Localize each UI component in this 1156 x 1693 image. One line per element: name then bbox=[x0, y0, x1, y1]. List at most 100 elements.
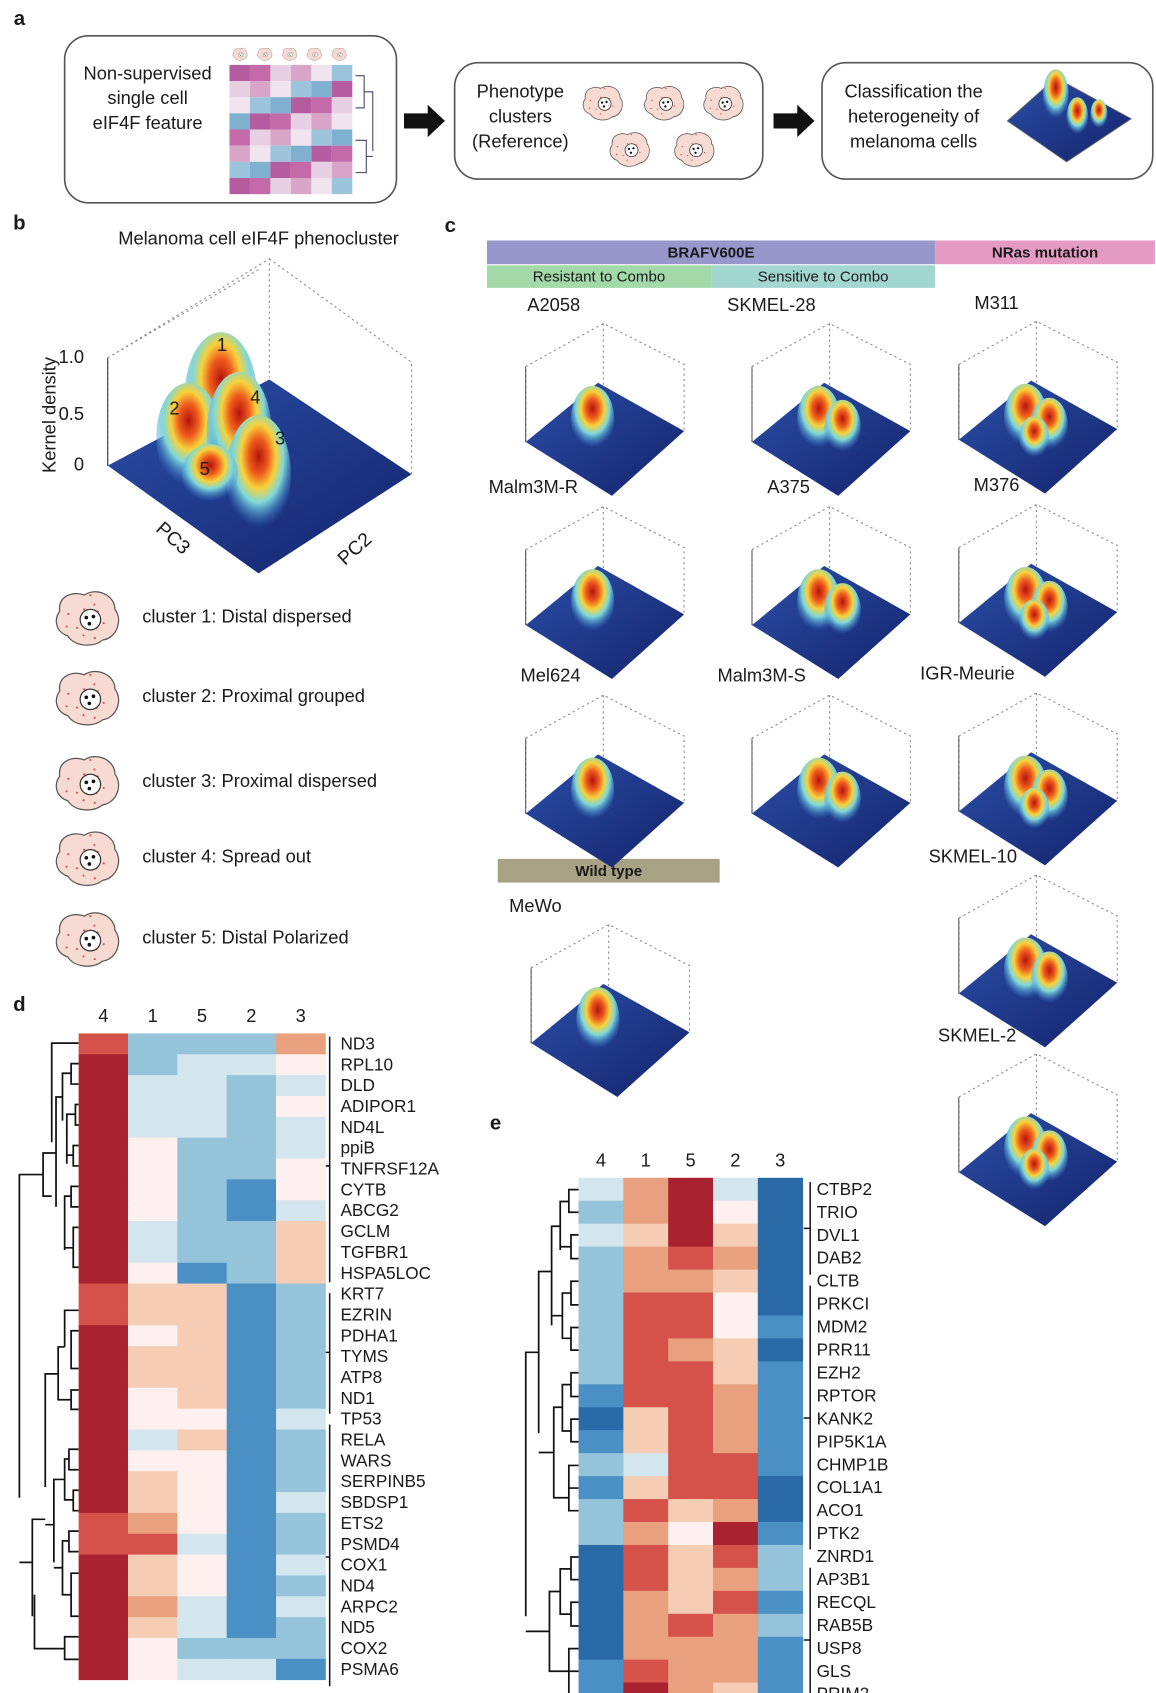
heatmap-cell bbox=[276, 1179, 326, 1200]
granule bbox=[83, 773, 85, 775]
panel-letter: e bbox=[490, 1111, 501, 1134]
axis-label: PC3 bbox=[152, 517, 195, 559]
heatmap-cell bbox=[177, 1304, 227, 1325]
granule bbox=[631, 134, 632, 135]
heatmap-cell bbox=[668, 1614, 713, 1637]
heatmap-cell bbox=[623, 1453, 668, 1476]
arrow bbox=[404, 105, 445, 137]
mini-heatmap-cell bbox=[270, 162, 290, 178]
gene-label: ATP8 bbox=[340, 1367, 382, 1387]
heatmap-cell bbox=[713, 1683, 758, 1693]
heatmap-cell bbox=[668, 1430, 713, 1453]
cluster-label: cluster 3: Proximal dispersed bbox=[142, 770, 377, 791]
box-text: single cell bbox=[107, 87, 187, 108]
granule bbox=[691, 160, 692, 161]
group-label: Resistant to Combo bbox=[533, 269, 665, 286]
gene-label: HSPA5LOC bbox=[340, 1263, 431, 1283]
heatmap-cell bbox=[758, 1683, 803, 1693]
mini-peak bbox=[1043, 69, 1069, 121]
heatmap-cell bbox=[276, 1534, 326, 1555]
heatmap-cell bbox=[713, 1637, 758, 1660]
nucleus bbox=[80, 609, 100, 629]
heatmap-cell bbox=[623, 1293, 668, 1316]
heatmap-cell bbox=[276, 1221, 326, 1242]
cluster-label: cluster 2: Proximal grouped bbox=[142, 685, 365, 706]
gene-label: PRKCI bbox=[817, 1294, 870, 1314]
heatmap-cell bbox=[276, 1054, 326, 1075]
gene-label: ND3 bbox=[340, 1033, 374, 1053]
mini-heatmap-cell bbox=[229, 146, 249, 162]
heatmap-cell bbox=[668, 1361, 713, 1384]
gene-label: ND1 bbox=[340, 1388, 374, 1408]
heatmap-cell bbox=[227, 1659, 277, 1680]
heatmap-cell bbox=[713, 1430, 758, 1453]
heatmap-cell bbox=[177, 1617, 227, 1638]
heatmap-cell bbox=[668, 1293, 713, 1316]
heatmap-cell bbox=[276, 1471, 326, 1492]
granule bbox=[93, 683, 95, 685]
heatmap-cell bbox=[177, 1596, 227, 1617]
nucleolus bbox=[92, 936, 96, 940]
heatmap-cell bbox=[579, 1591, 624, 1614]
granule bbox=[66, 790, 68, 792]
heatmap-cell bbox=[79, 1200, 129, 1221]
granule bbox=[674, 105, 675, 106]
mini-peak bbox=[571, 386, 614, 451]
granule bbox=[657, 108, 658, 109]
granule bbox=[76, 867, 78, 869]
heatmap-cell bbox=[227, 1263, 277, 1284]
dendrogram bbox=[526, 1190, 579, 1693]
heatmap-cell bbox=[713, 1499, 758, 1522]
heatmap-cell bbox=[177, 1096, 227, 1117]
mini-heatmap-cell bbox=[311, 130, 331, 146]
heatmap-cell bbox=[623, 1545, 668, 1568]
heatmap-cell bbox=[128, 1242, 178, 1263]
nucleolus bbox=[84, 616, 88, 620]
granule bbox=[93, 604, 95, 606]
group-label: BRAFV600E bbox=[667, 244, 754, 261]
granule bbox=[67, 693, 69, 695]
nucleus bbox=[80, 850, 100, 870]
heatmap-cell bbox=[623, 1224, 668, 1247]
nucleolus bbox=[266, 53, 267, 54]
heatmap-cell bbox=[276, 1450, 326, 1471]
granule bbox=[67, 934, 69, 936]
heatmap-cell bbox=[227, 1159, 277, 1180]
nucleolus bbox=[84, 856, 88, 860]
heatmap-cell bbox=[177, 1325, 227, 1346]
granule bbox=[720, 113, 721, 114]
mini-heatmap-cell bbox=[332, 97, 352, 113]
granule bbox=[93, 844, 95, 846]
heatmap-cell bbox=[128, 1430, 178, 1451]
heatmap-cell bbox=[227, 1054, 277, 1075]
mini-heatmap-cell bbox=[311, 178, 331, 194]
mini-heatmap-cell bbox=[291, 81, 311, 97]
heatmap-cell bbox=[276, 1638, 326, 1659]
cell-icon bbox=[56, 913, 118, 966]
granule bbox=[83, 714, 85, 716]
heatmap-cell bbox=[623, 1683, 668, 1693]
heatmap-cell bbox=[79, 1346, 129, 1367]
heatmap-cell bbox=[668, 1660, 713, 1683]
heatmap-cell bbox=[227, 1513, 277, 1534]
granule bbox=[596, 108, 597, 109]
nucleolus bbox=[722, 101, 724, 103]
nucleolus bbox=[84, 695, 88, 699]
nucleolus bbox=[239, 54, 240, 55]
heatmap-cell bbox=[227, 1138, 277, 1159]
heatmap-cell bbox=[128, 1096, 178, 1117]
granule bbox=[681, 154, 682, 155]
heatmap-cell bbox=[177, 1179, 227, 1200]
mini-heatmap-cell bbox=[270, 113, 290, 129]
heatmap-cell bbox=[758, 1545, 803, 1568]
granule bbox=[83, 849, 85, 851]
nucleus bbox=[80, 689, 100, 709]
heatmap-cell bbox=[177, 1534, 227, 1555]
mini-heatmap-cell bbox=[270, 65, 290, 81]
peak-label: 2 bbox=[169, 397, 179, 418]
granule bbox=[103, 622, 105, 624]
heatmap-cell bbox=[128, 1263, 178, 1284]
heatmap-cell bbox=[276, 1304, 326, 1325]
mini-heatmap-cell bbox=[270, 81, 290, 97]
granule bbox=[66, 866, 68, 868]
